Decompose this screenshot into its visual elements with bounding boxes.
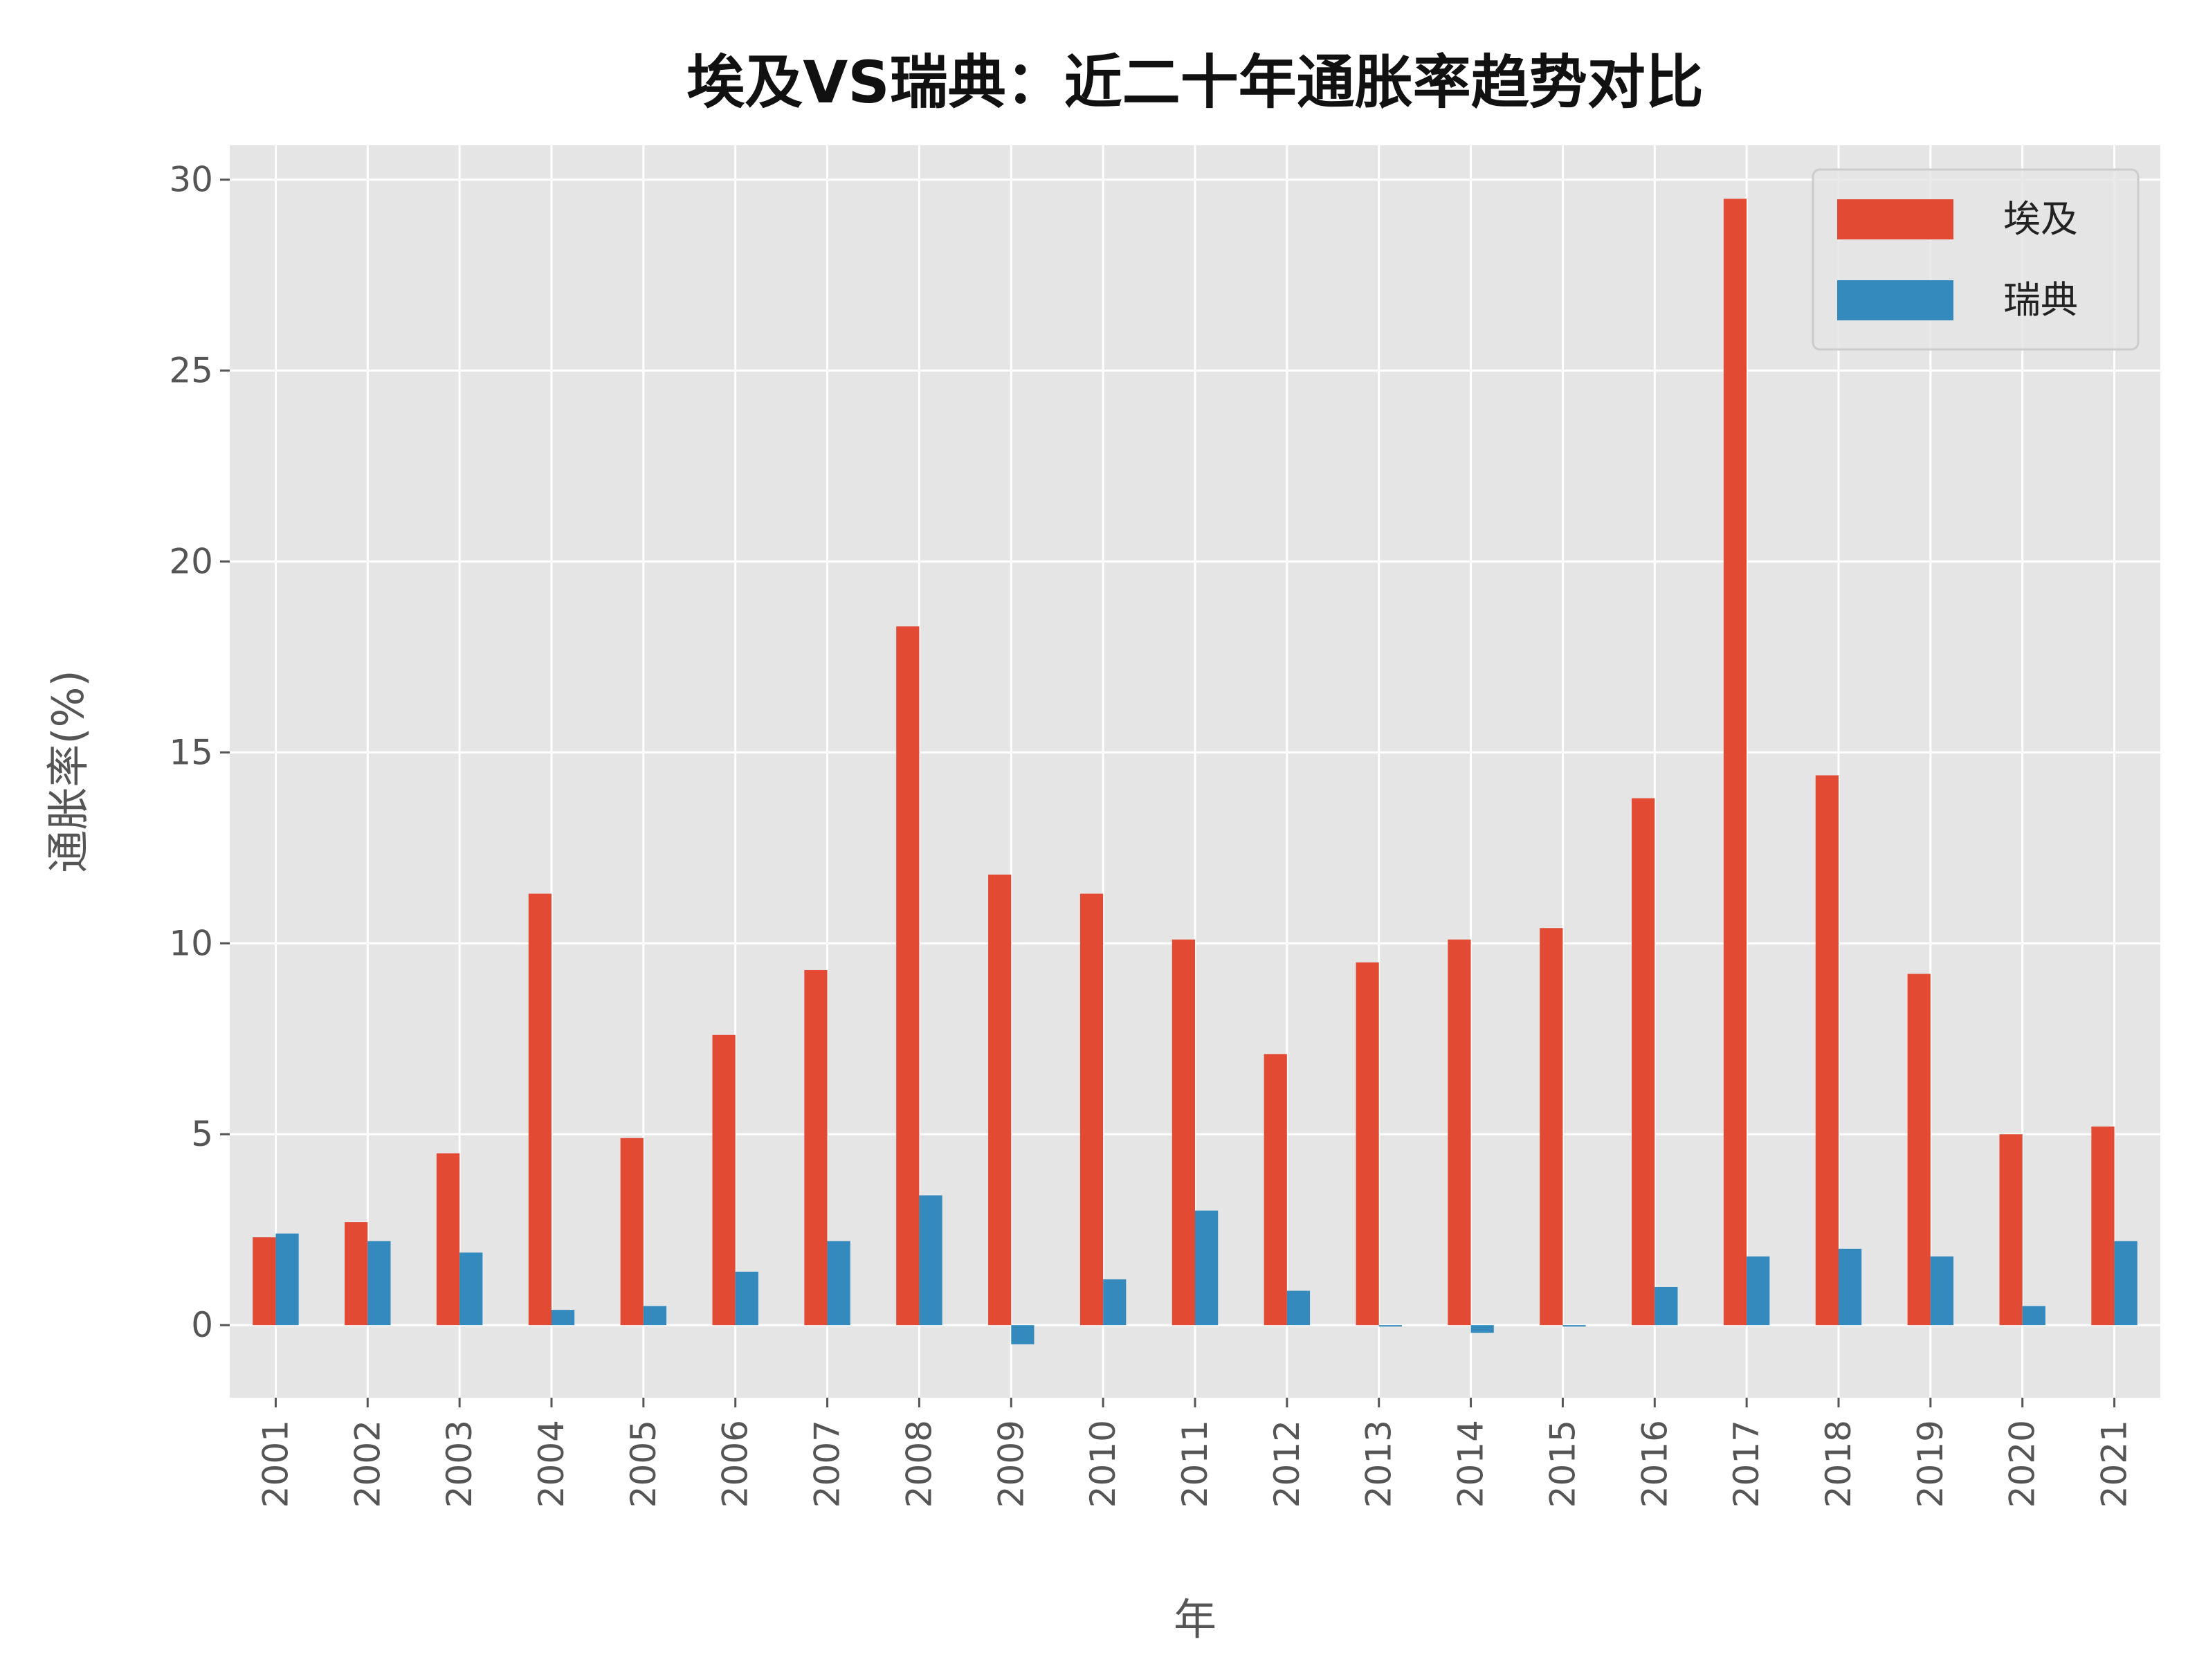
x-tick-label: 2020	[2003, 1420, 2043, 1508]
bar-egypt-2018	[1815, 775, 1839, 1326]
bar-sweden-2016	[1654, 1286, 1678, 1326]
x-tick-label: 2018	[1818, 1420, 1859, 1508]
x-tick-label: 2006	[715, 1420, 756, 1508]
y-tick-label: 30	[169, 160, 213, 200]
y-tick-label: 0	[191, 1305, 213, 1345]
bar-sweden-2009	[1011, 1325, 1034, 1344]
bars	[253, 199, 2137, 1344]
legend-swatch-sweden	[1837, 280, 1953, 320]
bar-sweden-2005	[643, 1306, 667, 1326]
x-tick-label: 2017	[1726, 1420, 1767, 1508]
bar-egypt-2009	[988, 874, 1012, 1326]
legend-swatch-egypt	[1837, 199, 1953, 239]
bar-egypt-2008	[896, 626, 920, 1326]
bar-sweden-2012	[1286, 1290, 1311, 1326]
bar-sweden-2020	[2022, 1306, 2045, 1326]
y-axis-label: 通胀率(%)	[43, 670, 93, 873]
bar-sweden-2019	[1930, 1256, 1954, 1326]
bar-egypt-2003	[436, 1153, 460, 1326]
bar-sweden-2010	[1103, 1279, 1127, 1326]
x-tick-label: 2009	[991, 1420, 1031, 1508]
bar-egypt-2005	[620, 1138, 644, 1326]
y-tick-label: 10	[169, 923, 213, 963]
bar-sweden-2021	[2114, 1241, 2137, 1326]
bar-sweden-2003	[459, 1252, 483, 1326]
bar-egypt-2004	[528, 893, 551, 1326]
x-tick-label: 2014	[1451, 1420, 1491, 1508]
bar-egypt-2017	[1723, 199, 1747, 1326]
bar-egypt-2007	[804, 969, 828, 1326]
x-tick-label: 2003	[439, 1420, 480, 1508]
bar-egypt-2016	[1632, 798, 1655, 1326]
bar-egypt-2014	[1448, 939, 1471, 1326]
x-tick-label: 2012	[1267, 1420, 1307, 1508]
bar-egypt-2020	[1999, 1134, 2023, 1326]
x-tick-label: 2013	[1359, 1420, 1399, 1508]
bar-sweden-2015	[1562, 1325, 1586, 1327]
chart-title: 埃及VS瑞典：近二十年通胀率趋势对比	[686, 48, 1704, 116]
legend-label-sweden: 瑞典	[2003, 278, 2078, 322]
x-tick-label: 2008	[899, 1420, 939, 1508]
x-tick-label: 2015	[1542, 1420, 1583, 1508]
bar-sweden-2006	[735, 1271, 758, 1326]
legend-label-egypt: 埃及	[2003, 197, 2078, 241]
bar-egypt-2012	[1264, 1054, 1287, 1326]
bar-sweden-2011	[1195, 1210, 1219, 1326]
bar-egypt-2021	[2091, 1126, 2115, 1326]
bar-egypt-2001	[253, 1237, 276, 1326]
bar-sweden-2002	[367, 1241, 391, 1326]
x-axis-label: 年	[1174, 1594, 1216, 1645]
x-tick-label: 2016	[1634, 1420, 1675, 1508]
y-tick-label: 5	[191, 1114, 213, 1154]
bar-sweden-2014	[1470, 1325, 1494, 1333]
bar-egypt-2015	[1540, 928, 1563, 1326]
x-tick-label: 2010	[1083, 1420, 1123, 1508]
y-tick-label: 25	[169, 351, 213, 391]
x-tick-label: 2021	[2095, 1420, 2135, 1508]
ticks: 0 5 10 15 20 25 30 2001 2002 2003 2004 2005 2006 2007…	[169, 160, 2134, 1508]
bar-sweden-2004	[551, 1310, 575, 1326]
bar-sweden-2008	[919, 1195, 942, 1326]
bar-sweden-2007	[827, 1241, 850, 1326]
x-tick-label: 2019	[1911, 1420, 1951, 1508]
x-tick-label: 2001	[255, 1420, 295, 1508]
bar-egypt-2019	[1907, 974, 1931, 1326]
x-tick-label: 2011	[1175, 1420, 1215, 1508]
bar-egypt-2002	[345, 1222, 368, 1326]
bar-sweden-2013	[1378, 1325, 1402, 1327]
bar-sweden-2017	[1747, 1256, 1770, 1326]
y-tick-label: 20	[169, 541, 213, 581]
bar-egypt-2013	[1356, 962, 1379, 1326]
bar-sweden-2001	[275, 1233, 299, 1326]
x-tick-label: 2004	[531, 1420, 572, 1508]
bar-sweden-2018	[1839, 1248, 1862, 1326]
x-tick-label: 2002	[347, 1420, 388, 1508]
y-tick-label: 15	[169, 732, 213, 772]
x-tick-label: 2005	[623, 1420, 664, 1508]
bar-egypt-2006	[712, 1034, 736, 1326]
legend-box	[1812, 168, 2140, 351]
bar-egypt-2010	[1079, 893, 1104, 1326]
x-tick-label: 2007	[808, 1420, 848, 1508]
bar-egypt-2011	[1172, 939, 1195, 1326]
legend: 埃及 瑞典	[1812, 168, 2140, 351]
